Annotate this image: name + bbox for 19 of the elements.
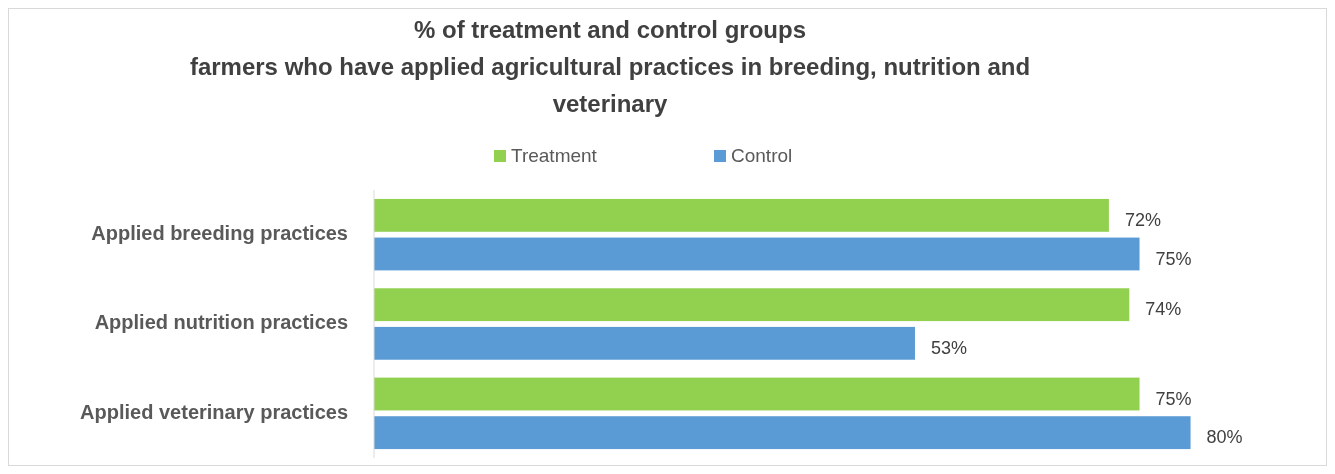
legend-label: Control (731, 145, 793, 166)
bar (374, 377, 1140, 411)
chart-title: % of treatment and control groups (413, 16, 807, 43)
data-label: 75% (1155, 248, 1192, 269)
data-label: 75% (1155, 388, 1192, 409)
data-label: 80% (1206, 427, 1243, 448)
data-label: 74% (1145, 299, 1182, 320)
data-label: 72% (1124, 210, 1161, 231)
y-tick-label: Applied veterinary practices (80, 400, 348, 423)
bar (374, 198, 1109, 232)
y-tick-label: Applied breeding practices (91, 221, 348, 244)
legend-label: Treatment (511, 145, 598, 166)
chart-subtitle: farmers who have applied agricultural practices in breeding, nutrition and veterinary (189, 53, 1031, 117)
bar (374, 326, 915, 360)
bar (374, 237, 1140, 271)
data-label: 53% (930, 338, 967, 359)
bar (374, 416, 1191, 450)
bar (374, 288, 1130, 322)
y-tick-label: Applied nutrition practices (94, 311, 348, 334)
